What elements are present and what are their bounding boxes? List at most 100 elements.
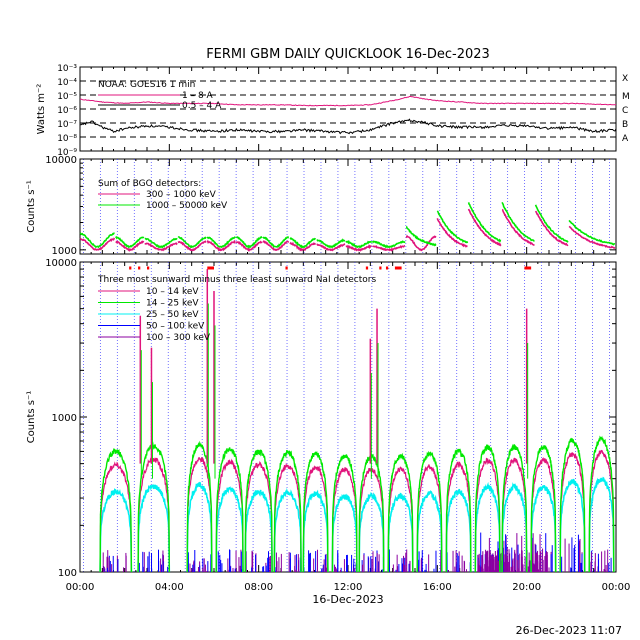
nai-frame <box>79 261 617 573</box>
bgo-series-segment <box>79 232 115 249</box>
nai-series-25-50 <box>474 481 501 573</box>
nai-series-25-50 <box>137 483 171 573</box>
nai-series-10-14 <box>474 457 501 573</box>
bgo-y-axis-label: Counts s⁻¹ <box>26 180 37 233</box>
nai-series-10-14 <box>387 466 414 573</box>
goes-class-label: B <box>622 120 628 130</box>
nai-series-25-50 <box>387 492 414 573</box>
goes-class-label: M <box>622 92 630 102</box>
nai-series-25-50 <box>331 493 358 573</box>
nai-series-14-25 <box>137 441 170 573</box>
bgo-y-tick-label: 10000 <box>45 155 77 166</box>
goes-y-tick-label: 10⁻⁷ <box>57 120 77 130</box>
bgo-series-segment <box>262 236 290 248</box>
nai-series-10-14 <box>588 449 615 573</box>
nai-legend-label: 10 – 14 keV <box>146 287 199 297</box>
bgo-series-segment <box>405 234 437 252</box>
nai-series-10-14 <box>416 464 443 573</box>
bgo-series-segment <box>316 238 346 249</box>
nai-series-10-14 <box>331 467 358 573</box>
bgo-series-segment <box>236 235 263 249</box>
bgo-series-segment <box>568 225 616 250</box>
bgo-panel: 1000 10000 Counts s⁻¹ Sum of BGO detectors:… <box>26 155 617 257</box>
nai-series-25-50 <box>99 488 133 573</box>
bgo-series-segment <box>568 219 616 246</box>
nai-series-14-25 <box>530 444 557 573</box>
nai-series-14-25 <box>244 449 273 573</box>
nai-y-tick-label: 10000 <box>45 258 77 269</box>
goes-class-label: X <box>622 74 628 84</box>
goes-legend-label: 1 – 8 A <box>182 91 214 101</box>
goes-y-tick-label: 10⁻³ <box>57 64 77 74</box>
nai-series-14-25 <box>445 448 472 573</box>
nai-series-10-14 <box>137 455 170 573</box>
nai-legend-label: 14 – 25 keV <box>146 299 199 309</box>
nai-series-10-14 <box>215 458 244 573</box>
nai-series-14-25 <box>387 452 414 573</box>
bgo-series-segment <box>345 244 372 252</box>
nai-series-25-50 <box>244 489 273 573</box>
bgo-series-segment <box>144 237 178 249</box>
nai-series-14-25 <box>331 454 358 573</box>
goes-series-line <box>80 118 617 135</box>
nai-series-25-50 <box>215 486 244 573</box>
bgo-series-segment <box>79 237 116 251</box>
bgo-series-segment <box>235 240 263 252</box>
nai-series-14-25 <box>302 450 329 573</box>
bgo-series-segment <box>436 218 468 248</box>
bgo-series-segment <box>405 226 437 247</box>
nai-y-axis-label: Counts s⁻¹ <box>26 391 37 444</box>
bgo-series-segment <box>501 201 535 242</box>
nai-series-25-50 <box>273 487 302 573</box>
bgo-series-segment <box>115 235 145 249</box>
bgo-series-segment <box>436 210 469 244</box>
bgo-series-segment <box>115 240 145 253</box>
goes-series-line <box>80 95 617 107</box>
bgo-series-segment <box>177 240 207 252</box>
nai-legend-label: 100 – 300 keV <box>146 333 211 343</box>
goes-y-tick-label: 10⁻⁹ <box>57 148 77 158</box>
nai-series-10-14 <box>186 456 213 573</box>
nai-series-10-14 <box>99 461 132 573</box>
nai-series-25-50 <box>559 478 586 573</box>
x-axis-labels: 00:00 04:00 08:00 12:00 16:00 20:00 00:00 <box>66 582 631 593</box>
nai-series-10-14 <box>445 461 472 573</box>
nai-series-10-14 <box>501 457 528 573</box>
bgo-series-segment <box>289 241 317 252</box>
bgo-y-tick-label: 1000 <box>52 246 77 257</box>
bgo-series-segment <box>144 242 178 252</box>
nai-series-25-50 <box>186 481 213 573</box>
bgo-series-segment <box>177 236 207 249</box>
nai-series-10-14 <box>358 465 385 573</box>
goes-y-tick-label: 10⁻⁴ <box>57 78 77 88</box>
bgo-series-segment <box>262 240 290 251</box>
nai-series-25-50 <box>530 484 557 573</box>
goes-y-axis-label: Watts m⁻² <box>36 84 47 135</box>
bgo-series-segment <box>345 239 373 249</box>
nai-series-25-50 <box>302 489 329 573</box>
bgo-series-segment <box>467 208 502 247</box>
nai-series-14-25 <box>416 450 443 573</box>
bgo-series-segment <box>534 204 569 243</box>
bgo-series-segment <box>206 235 236 249</box>
bgo-series-segment <box>372 245 406 252</box>
nai-series-25-50 <box>445 488 472 573</box>
x-tick-label: 16:00 <box>423 582 452 593</box>
x-date-label: 16-Dec-2023 <box>312 593 383 606</box>
nai-panel: 100 1000 10000 Counts s⁻¹ Three most sunward… <box>26 258 617 579</box>
bgo-series-segment <box>534 210 569 247</box>
x-tick-label: 20:00 <box>512 582 541 593</box>
nai-series-14-25 <box>215 447 244 573</box>
footer-timestamp: 26-Dec-2023 11:07 <box>516 624 622 637</box>
x-tick-label: 00:00 <box>602 582 631 593</box>
nai-legend-label: 25 – 50 keV <box>146 310 199 320</box>
x-tick-label: 00:00 <box>66 582 95 593</box>
goes-y-tick-label: 10⁻⁶ <box>57 106 77 116</box>
goes-legend-label: 0.5 – 4 A <box>182 101 222 111</box>
nai-series-14-25 <box>186 440 213 573</box>
nai-series-14-25 <box>588 435 615 573</box>
nai-series-14-25 <box>474 444 501 573</box>
bgo-series-segment <box>371 240 406 249</box>
